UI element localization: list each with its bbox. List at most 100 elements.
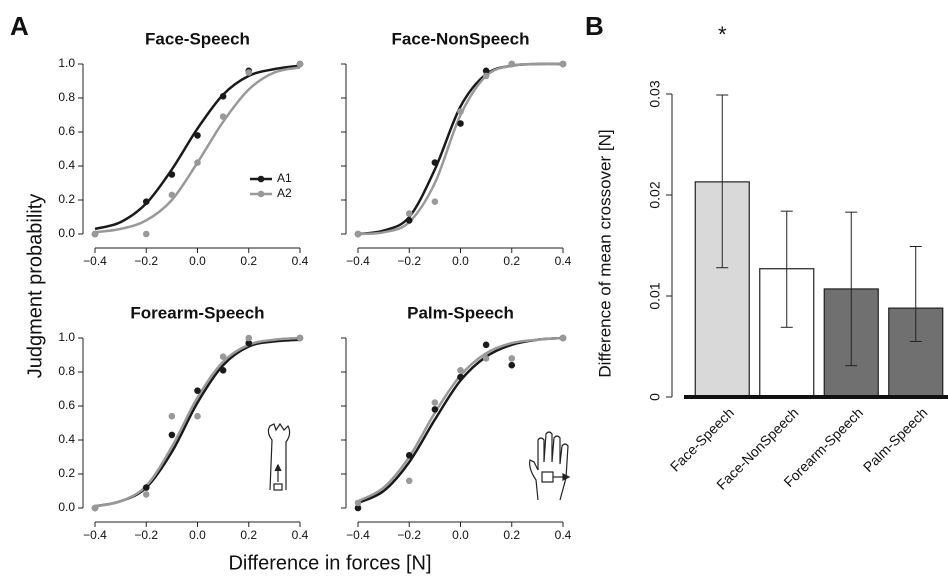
data-point [482,355,490,362]
y-tick-label: 0.4 [58,158,75,172]
x-tick-label: 0.0 [189,254,206,268]
data-point [91,504,99,512]
y-tick-label: 0.6 [58,398,75,412]
x-tick-label: 0.2 [240,254,257,268]
data-point [482,341,490,349]
data-point [431,399,439,406]
data-point [219,93,227,100]
y-tick-label: 0.03 [647,80,663,107]
data-point [354,230,362,238]
x-tick-label: −0.4 [83,254,107,268]
panel-label: A [10,11,29,41]
data-point [296,334,304,342]
data-point [354,504,362,512]
x-tick-label: 0.2 [240,528,257,542]
data-point [508,60,516,68]
data-point [559,60,567,68]
x-tick-label: 0.2 [503,528,520,542]
chart-title: Forearm-Speech [130,303,264,322]
chart-title: Face-Speech [145,29,250,48]
x-tick-label: 0.2 [503,254,520,268]
y-tick-label: 0.2 [58,192,75,206]
y-tick-label: 0.0 [58,500,75,514]
data-point [405,210,413,217]
x-tick-label: −0.2 [397,528,421,542]
fit-curve [357,62,564,236]
data-point [219,113,227,120]
x-tick-label: 0.4 [292,254,309,268]
data-point [405,477,413,485]
legend-marker [257,190,265,198]
y-tick-label: 0.4 [58,432,75,446]
data-point [457,120,464,127]
fit-curve [357,336,564,505]
y-tick-label: 0 [647,393,663,401]
data-point [194,159,201,166]
data-point [431,159,439,166]
y-tick-label: 0.2 [58,466,75,480]
palm-icon [529,431,571,501]
data-point [457,373,464,381]
y-tick-label: 0.8 [58,90,75,104]
y-tick-label: 1.0 [58,330,75,344]
x-tick-label: 0.0 [452,254,469,268]
y-tick-label: 1.0 [58,56,75,70]
data-point [508,355,516,362]
data-point [405,217,413,224]
x-tick-label: −0.2 [397,254,421,268]
x-tick-label: −0.4 [346,254,370,268]
fit-curve [94,64,301,231]
data-point [168,171,176,178]
fit-curve [357,62,564,236]
data-point [194,387,201,395]
data-point [482,72,490,80]
data-point [91,230,99,238]
data-point [296,60,304,68]
x-tick-label: −0.2 [134,528,158,542]
x-tick-label: −0.4 [83,528,107,542]
y-axis-label: Difference of mean crossover [N] [595,129,614,377]
data-point [245,339,253,347]
x-tick-label: 0.0 [189,528,206,542]
x-axis-label: Difference in forces [N] [228,552,431,574]
data-point [142,491,150,498]
data-point [168,191,176,199]
data-point [457,108,464,115]
annotation: * [718,22,727,47]
x-tick-label: 0.0 [452,528,469,542]
x-tick-label: −0.2 [134,254,158,268]
y-tick-label: 0.02 [647,181,663,208]
data-point [482,67,490,75]
data-point [431,406,439,413]
forearm-icon [267,422,291,491]
data-point [431,198,439,205]
x-tick-label: 0.4 [555,528,572,542]
legend-label: A2 [277,186,292,200]
data-point [219,353,227,361]
panel-label: B [585,11,604,41]
fit-curve [94,338,301,508]
chart-title: Palm-Speech [407,303,514,322]
y-tick-label: 0.8 [58,364,75,378]
data-point [405,452,413,459]
fit-curve [357,336,564,503]
y-axis-label: Judgment probability [24,194,46,379]
data-point [142,230,150,238]
chart-title: Face-NonSpeech [392,29,530,48]
data-point [457,367,464,374]
data-point [194,412,201,420]
y-tick-label: 0.0 [58,226,75,240]
data-point [245,69,253,76]
data-point [194,132,201,139]
data-point [559,334,567,342]
data-point [508,361,516,369]
data-point [142,484,150,491]
x-tick-label: −0.4 [346,528,370,542]
data-point [219,367,227,374]
legend-label: A1 [277,171,292,185]
x-tick-label: 0.4 [555,254,572,268]
y-tick-label: 0.01 [647,282,663,309]
fit-curve [94,66,301,234]
data-point [142,198,150,205]
